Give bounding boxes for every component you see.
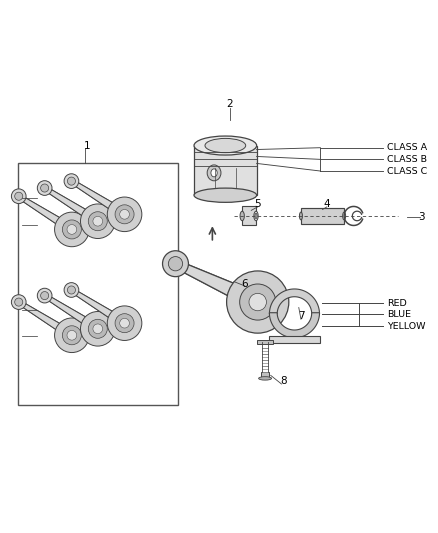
Text: 2: 2 (226, 100, 233, 109)
Bar (269, 336, 319, 343)
Circle shape (37, 288, 52, 303)
Circle shape (81, 204, 115, 238)
Ellipse shape (194, 188, 257, 203)
Circle shape (11, 295, 26, 310)
Text: CLASS C: CLASS C (387, 166, 427, 175)
Circle shape (81, 311, 115, 346)
Circle shape (162, 251, 188, 277)
Circle shape (168, 256, 183, 271)
Text: YELLOW: YELLOW (387, 321, 426, 330)
Circle shape (41, 184, 49, 192)
Circle shape (41, 292, 49, 300)
Polygon shape (23, 198, 61, 225)
Polygon shape (269, 289, 319, 314)
Circle shape (37, 181, 52, 196)
Circle shape (115, 205, 134, 224)
Circle shape (88, 212, 107, 231)
Circle shape (115, 314, 134, 333)
Circle shape (226, 271, 289, 333)
Bar (194, 146, 257, 195)
Circle shape (62, 220, 81, 239)
Ellipse shape (255, 213, 257, 219)
Circle shape (107, 306, 142, 341)
Bar (242, 206, 256, 225)
Text: RED: RED (387, 298, 407, 308)
Circle shape (93, 216, 102, 226)
Text: 8: 8 (280, 376, 287, 386)
Circle shape (11, 189, 26, 204)
Ellipse shape (240, 211, 244, 221)
Circle shape (67, 330, 77, 340)
Text: 7: 7 (298, 311, 304, 321)
Ellipse shape (207, 165, 221, 181)
Polygon shape (49, 297, 87, 324)
Polygon shape (49, 189, 87, 216)
Text: BLUE: BLUE (387, 310, 411, 319)
Circle shape (93, 324, 102, 334)
Ellipse shape (194, 136, 257, 155)
Text: 1: 1 (84, 141, 90, 150)
Polygon shape (269, 313, 319, 338)
Circle shape (240, 284, 276, 320)
Polygon shape (23, 303, 61, 330)
Circle shape (120, 209, 129, 219)
Text: CLASS B: CLASS B (387, 155, 427, 164)
Circle shape (15, 298, 23, 306)
Ellipse shape (211, 169, 217, 177)
Circle shape (62, 326, 81, 345)
Text: 3: 3 (419, 212, 425, 222)
Text: 5: 5 (254, 199, 261, 209)
Circle shape (67, 177, 75, 185)
Circle shape (64, 282, 79, 297)
Circle shape (15, 192, 23, 200)
Circle shape (67, 224, 77, 235)
Circle shape (64, 174, 79, 189)
Text: 4: 4 (324, 199, 330, 209)
Circle shape (67, 286, 75, 294)
Polygon shape (75, 292, 114, 319)
Bar (257, 341, 273, 344)
Polygon shape (75, 182, 114, 209)
Ellipse shape (343, 212, 346, 220)
Circle shape (107, 197, 142, 232)
Circle shape (88, 319, 107, 338)
Ellipse shape (205, 139, 246, 152)
Circle shape (249, 293, 266, 311)
Polygon shape (184, 264, 236, 297)
Circle shape (120, 318, 129, 328)
Bar (261, 373, 269, 378)
Ellipse shape (258, 377, 272, 380)
Circle shape (55, 318, 89, 352)
Text: CLASS A: CLASS A (387, 143, 427, 152)
Text: 6: 6 (241, 279, 248, 289)
Ellipse shape (254, 211, 258, 221)
Bar (301, 208, 344, 224)
Bar (18, 163, 178, 405)
Circle shape (55, 212, 89, 247)
Ellipse shape (300, 212, 302, 220)
